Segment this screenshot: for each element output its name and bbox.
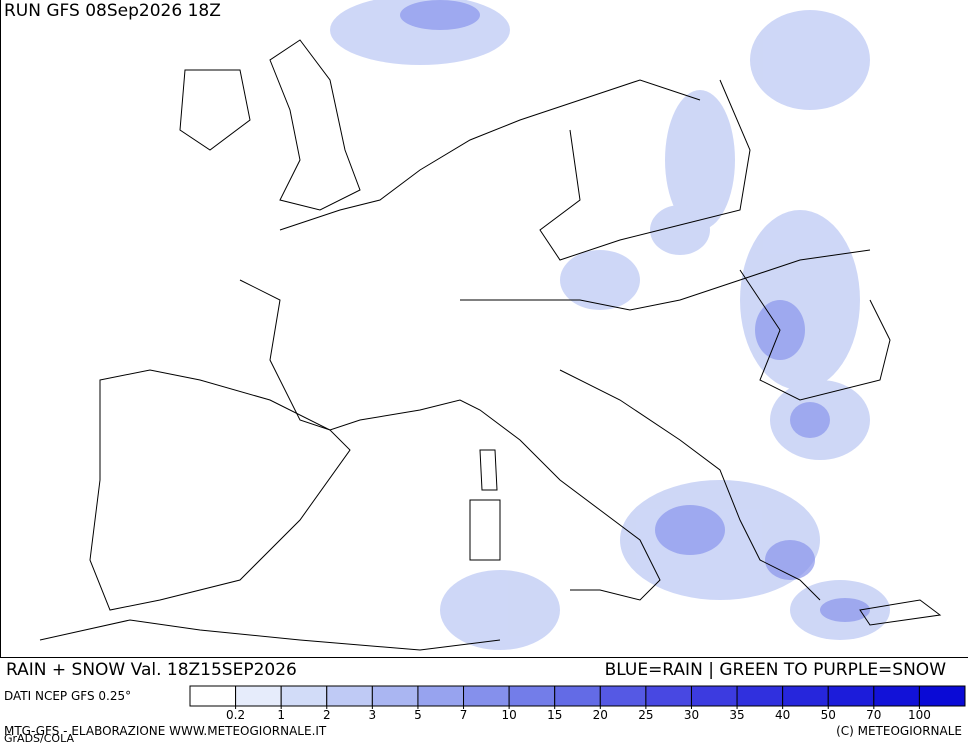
run-label: RUN GFS 08Sep2026 18Z (4, 1, 221, 21)
colorbar-label: 30 (684, 708, 699, 722)
colorbar-box (918, 685, 966, 707)
colorbar-label: 25 (638, 708, 653, 722)
colorbar-box (326, 685, 373, 707)
caption-left: RAIN + SNOW Val. 18Z15SEP2026 (6, 660, 297, 680)
colorbar-box (189, 685, 237, 707)
colorbar-label: 1 (277, 708, 285, 722)
colorbar-label: 10 (501, 708, 516, 722)
footer-left: MTG-GFS - ELABORAZIONE WWW.METEOGIORNALE… (4, 724, 327, 738)
colorbar-box (508, 685, 556, 707)
colorbar-box (235, 685, 282, 707)
colorbar-label: 3 (369, 708, 377, 722)
colorbar-label: 50 (821, 708, 836, 722)
colorbar-label: 40 (775, 708, 790, 722)
colorbar-box (417, 685, 465, 707)
coastlines (39, 39, 942, 651)
colorbar-label: 100 (908, 708, 931, 722)
colorbar-box (463, 685, 510, 707)
colorbar-label: 15 (547, 708, 562, 722)
footer-credit: GrADS/COLA (4, 732, 74, 745)
colorbar-box (645, 685, 692, 707)
colorbar-label: 2 (323, 708, 331, 722)
colorbar-label: 35 (729, 708, 744, 722)
source-label: DATI NCEP GFS 0.25° (4, 689, 131, 703)
colorbar-box (873, 685, 920, 707)
caption-right: BLUE=RAIN | GREEN TO PURPLE=SNOW (605, 660, 947, 680)
footer-right: (C) METEOGIORNALE (836, 724, 962, 738)
colorbar-box (690, 685, 738, 707)
colorbar-box (599, 685, 647, 707)
colorbar: 0.2 1 2 3 5 7 10 15 20 25 30 35 40 50 70 100 (189, 685, 966, 722)
colorbar-box (371, 685, 419, 707)
colorbar-box (782, 685, 829, 707)
map: RUN GFS 08Sep2026 18Z (0, 0, 942, 657)
colorbar-label: 70 (866, 708, 881, 722)
colorbar-label: 7 (460, 708, 468, 722)
colorbar-box (554, 685, 601, 707)
colorbar-box (736, 685, 784, 707)
colorbar-box (827, 685, 875, 707)
colorbar-label: 5 (414, 708, 422, 722)
colorbar-label: 0.2 (226, 708, 245, 722)
colorbar-box (280, 685, 328, 707)
colorbar-label: 20 (593, 708, 608, 722)
